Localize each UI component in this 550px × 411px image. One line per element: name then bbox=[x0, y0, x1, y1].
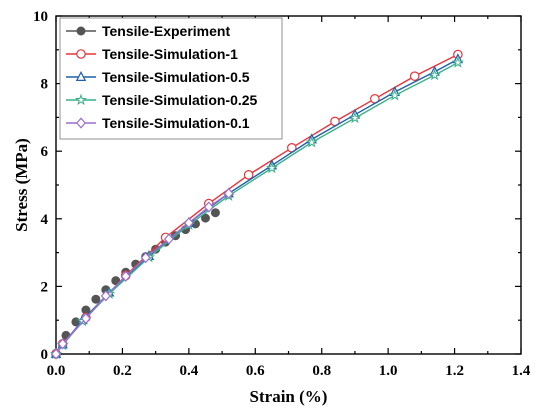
data-point bbox=[203, 201, 214, 213]
legend-box bbox=[59, 17, 283, 140]
data-point bbox=[265, 161, 278, 174]
data-point bbox=[140, 252, 151, 264]
x-axis-title: Strain (%) bbox=[250, 387, 328, 406]
legend-label: Tensile-Simulation-0.5 bbox=[102, 69, 250, 85]
x-tick-label: 1.0 bbox=[379, 363, 398, 379]
legend-label: Tensile-Simulation-0.25 bbox=[102, 92, 258, 108]
data-point bbox=[111, 276, 121, 286]
data-point bbox=[409, 71, 420, 81]
data-point bbox=[428, 68, 441, 81]
series-group bbox=[49, 49, 464, 360]
legend: Tensile-Experiment Tensile-Simulation-1 Te… bbox=[59, 17, 283, 140]
data-point bbox=[91, 294, 101, 304]
series-4 bbox=[50, 187, 234, 360]
series-0 bbox=[51, 208, 220, 358]
data-point bbox=[50, 348, 62, 360]
x-tick-label: 1.2 bbox=[445, 363, 464, 379]
data-point bbox=[163, 233, 174, 245]
legend-label: Tensile-Simulation-1 bbox=[102, 46, 238, 62]
axes-group: 0.0 0.2 0.4 0.6 0.8 1.0 1.2 1.4 0 2 4 6 8 10 bbox=[33, 9, 531, 379]
data-point bbox=[223, 187, 234, 200]
y-tick-label: 6 bbox=[41, 144, 49, 160]
series-line bbox=[55, 192, 230, 355]
legend-marker bbox=[75, 117, 87, 129]
data-point bbox=[305, 136, 318, 148]
x-tick-label: 0.2 bbox=[113, 363, 132, 379]
legend-marker bbox=[76, 49, 86, 59]
data-point bbox=[200, 213, 210, 223]
x-tick-label: 0.8 bbox=[312, 363, 331, 379]
x-tick-label: 1.4 bbox=[512, 363, 531, 379]
y-axis-title: Stress (MPa) bbox=[12, 138, 31, 232]
legend-marker bbox=[75, 71, 87, 81]
legend-label: Tensile-Experiment bbox=[102, 23, 230, 39]
data-point bbox=[348, 111, 361, 124]
data-point bbox=[183, 217, 194, 229]
y-tick-label: 2 bbox=[41, 279, 49, 295]
legend-label: Tensile-Simulation-0.1 bbox=[102, 115, 250, 131]
data-point bbox=[120, 270, 131, 282]
y-tick-label: 0 bbox=[41, 347, 49, 363]
legend-marker bbox=[74, 93, 88, 106]
data-point bbox=[210, 208, 220, 218]
series-line bbox=[56, 213, 215, 354]
data-point bbox=[451, 56, 464, 68]
data-point bbox=[243, 170, 254, 180]
data-point bbox=[80, 312, 91, 325]
data-point bbox=[388, 89, 401, 101]
legend-marker bbox=[76, 26, 86, 36]
y-tick-label: 4 bbox=[41, 212, 49, 228]
x-tick-label: 0.4 bbox=[179, 363, 198, 379]
x-tick-label: 0.6 bbox=[246, 363, 265, 379]
x-tick-label: 0.0 bbox=[47, 363, 66, 379]
y-tick-label: 8 bbox=[41, 77, 49, 93]
y-tick-label: 10 bbox=[33, 9, 48, 25]
data-point bbox=[57, 338, 68, 350]
data-point bbox=[100, 290, 111, 302]
